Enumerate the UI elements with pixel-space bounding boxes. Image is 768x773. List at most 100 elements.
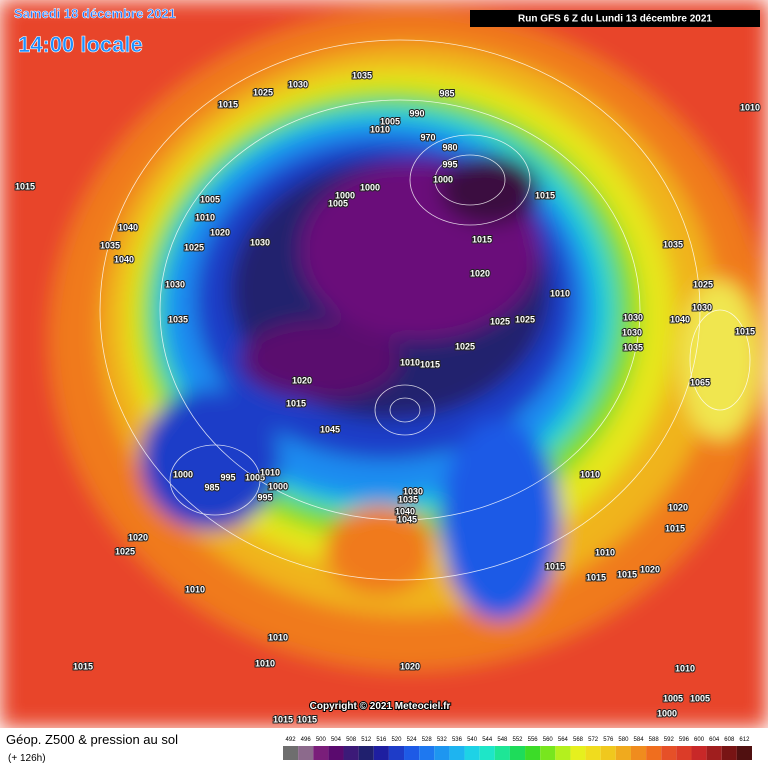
pressure-label: 1010 [740,102,760,112]
pressure-label: 1040 [118,222,138,232]
pressure-label: 1045 [397,514,417,524]
colorbar-swatch [615,746,631,760]
pressure-label: 1005 [690,693,710,703]
pressure-label: 1035 [168,314,188,324]
pressure-label: 1025 [455,341,475,351]
pressure-label: 1030 [692,302,712,312]
colorbar-label: 492 [286,737,297,743]
run-info: Run GFS 6 Z du Lundi 13 décembre 2021 [518,14,712,25]
pressure-label: 1010 [260,467,280,477]
pressure-label: 1010 [268,632,288,642]
colorbar-swatch [585,746,601,760]
colorbar-label: 568 [573,737,584,743]
pressure-label: 1010 [370,124,390,134]
pressure-label: 1020 [400,661,420,671]
pressure-label: 1025 [115,546,135,556]
pressure-label: 1010 [195,212,215,222]
pressure-label: 1015 [617,569,637,579]
lead-time: (+ 126h) [8,753,46,764]
colorbar-label: 544 [482,737,493,743]
pressure-label: 1015 [665,523,685,533]
pressure-label: 1040 [114,254,134,264]
pressure-label: 1010 [185,584,205,594]
pressure-label: 1030 [623,312,643,322]
colorbar: 492 496 500 504 508 512 516 520 524 528 532 536 540 5… [283,737,752,760]
colorbar-label: 540 [467,737,478,743]
colorbar-label: 560 [543,737,554,743]
pressure-label: 1025 [490,316,510,326]
colorbar-swatch [736,746,752,760]
pressure-label: 1005 [245,472,265,482]
pressure-label: 1035 [663,239,683,249]
pressure-label: 1015 [297,714,317,724]
colorbar-swatch [373,746,389,760]
pressure-label: 980 [442,142,457,152]
colorbar-swatch [343,746,359,760]
colorbar-label: 576 [603,737,614,743]
pressure-label: 1010 [400,357,420,367]
colorbar-swatch [434,746,450,760]
pressure-label: 1030 [250,237,270,247]
pressure-label: 995 [257,492,272,502]
colorbar-label: 512 [361,737,372,743]
colorbar-swatch [464,746,480,760]
pressure-label: 1005 [380,116,400,126]
colorbar-swatch [449,746,465,760]
pressure-label: 1065 [690,377,710,387]
pressure-label: 1025 [253,87,273,97]
colorbar-label: 524 [407,737,418,743]
colorbar-swatch [721,746,737,760]
pressure-label: 1000 [335,190,355,200]
colorbar-swatch [283,746,299,760]
pressure-label: 995 [220,472,235,482]
pressure-label: 1015 [15,181,35,191]
colorbar-swatch [691,746,707,760]
colorbar-label: 496 [301,737,312,743]
colorbar-label: 572 [588,737,599,743]
colorbar-swatch [525,746,541,760]
pressure-label: 1015 [535,190,555,200]
colorbar-swatch [600,746,616,760]
colorbar-swatch [328,746,344,760]
colorbar-swatch [358,746,374,760]
colorbar-label: 552 [512,737,523,743]
pressure-label: 1035 [352,70,372,80]
colorbar-swatch [570,746,586,760]
colorbar-label: 528 [422,737,433,743]
colorbar-swatch [479,746,495,760]
pressure-label: 985 [204,482,219,492]
pressure-label: 1025 [515,314,535,324]
pressure-label: 985 [439,88,454,98]
pressure-label: 1005 [200,194,220,204]
pressure-label: 1025 [693,279,713,289]
colorbar-swatch [509,746,526,760]
colorbar-label: 596 [679,737,690,743]
pressure-label: 1020 [210,227,230,237]
colorbar-swatch [494,746,510,760]
pressure-label: 1035 [100,240,120,250]
colorbar-swatch [419,746,435,760]
pressure-label: 1010 [675,663,695,673]
pressure-label: 1030 [165,279,185,289]
copyright: Copyright © 2021 Meteociel.fr [310,701,451,712]
colorbar-swatch [388,746,405,760]
colorbar-swatch [555,746,571,760]
pressure-label: 1010 [255,658,275,668]
colorbar-label: 580 [618,737,629,743]
colorbar-swatch [404,746,420,760]
pressure-label: 1020 [668,502,688,512]
pressure-label: 1015 [735,326,755,336]
colorbar-swatch [661,746,677,760]
colorbar-label: 504 [331,737,342,743]
colorbar-label: 612 [739,737,750,743]
pressure-label: 1005 [328,198,348,208]
pressure-label: 1020 [128,532,148,542]
pressure-label: 1030 [622,327,642,337]
colorbar-swatch [706,746,722,760]
product: Géop. Z500 & pression au sol [6,732,178,747]
colorbar-label: 564 [558,737,569,743]
colorbar-label: 600 [694,737,705,743]
pressure-label: 1035 [398,494,418,504]
